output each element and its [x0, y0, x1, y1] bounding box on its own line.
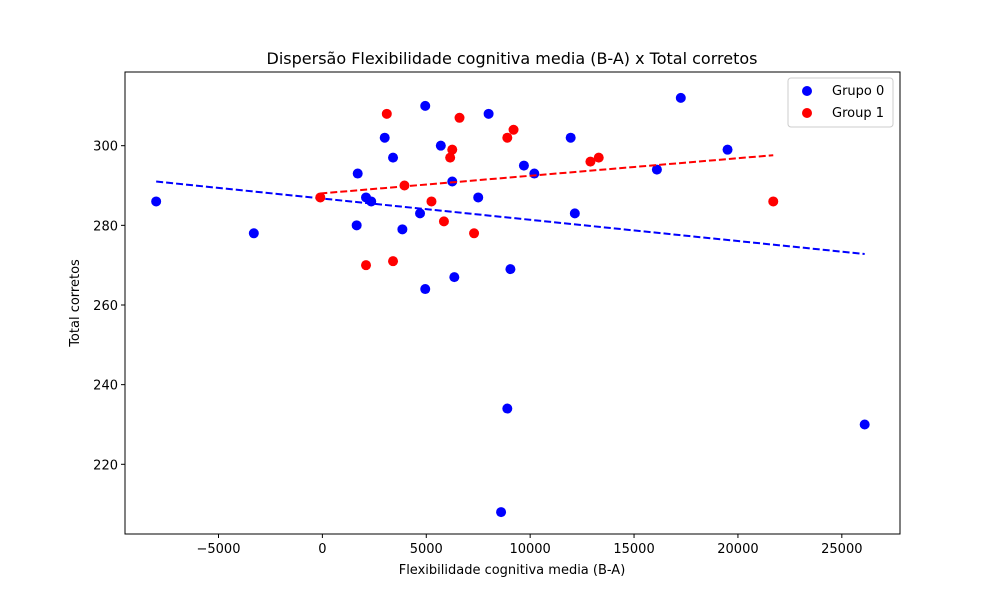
data-point — [420, 284, 431, 295]
trend-line-group-1 — [320, 154, 774, 195]
x-tick-label: 10000 — [509, 542, 550, 557]
data-point — [447, 144, 458, 155]
y-tick-label: 220 — [93, 458, 118, 473]
data-point — [675, 92, 686, 103]
y-tick-label: 300 — [93, 140, 118, 155]
data-point — [435, 140, 446, 151]
legend-box — [787, 77, 894, 128]
x-axis: −5000 0 5000 10000 15000 20000 25000 — [197, 534, 863, 557]
chart-title: Dispersão Flexibilidade cognitiva media … — [267, 49, 758, 68]
data-point — [351, 220, 362, 231]
data-point — [505, 264, 516, 275]
data-point — [438, 216, 449, 227]
data-point — [651, 164, 662, 175]
data-point — [379, 132, 390, 143]
y-axis: 220 240 260 280 300 — [93, 140, 125, 473]
data-point — [483, 108, 494, 119]
axes-frame — [124, 71, 901, 535]
legend: Grupo 0 Group 1 — [787, 77, 894, 128]
data-point — [445, 152, 456, 163]
x-tick-label: −5000 — [197, 542, 241, 557]
data-point — [502, 403, 513, 414]
data-point — [248, 228, 259, 239]
data-point — [496, 507, 507, 518]
trend-line-grupo-0 — [156, 180, 865, 256]
x-tick-label: 15000 — [613, 542, 654, 557]
series-grupo-0 — [151, 92, 870, 518]
data-point — [469, 228, 480, 239]
x-tick-label: 0 — [318, 542, 326, 557]
data-point — [593, 152, 604, 163]
series-group-1 — [315, 108, 779, 271]
data-point — [420, 100, 431, 111]
data-point — [529, 168, 540, 179]
data-point — [388, 152, 399, 163]
data-point — [859, 419, 870, 430]
data-point — [722, 144, 733, 155]
data-point — [454, 112, 465, 123]
x-tick-label: 5000 — [410, 542, 443, 557]
x-axis-label: Flexibilidade cognitiva media (B-A) — [399, 563, 626, 578]
data-point — [518, 160, 529, 171]
y-tick-label: 280 — [93, 219, 118, 234]
data-point — [361, 260, 372, 271]
x-tick-label: 25000 — [821, 542, 862, 557]
data-point — [151, 196, 162, 207]
legend-marker-group-1 — [802, 108, 812, 118]
data-point — [768, 196, 779, 207]
y-axis-label: Total corretos — [68, 259, 83, 348]
data-point — [565, 132, 576, 143]
data-point — [569, 208, 580, 219]
x-tick-label: 20000 — [717, 542, 758, 557]
data-point — [388, 256, 399, 267]
y-tick-label: 260 — [93, 299, 118, 314]
data-point — [381, 108, 392, 119]
data-point — [397, 224, 408, 235]
data-point — [415, 208, 426, 219]
legend-label-grupo-0: Grupo 0 — [832, 84, 884, 99]
data-point — [473, 192, 484, 203]
data-point — [508, 124, 519, 135]
data-point — [502, 132, 513, 143]
legend-label-group-1: Group 1 — [832, 106, 884, 121]
legend-marker-grupo-0 — [802, 86, 812, 96]
data-point — [352, 168, 363, 179]
plot-area — [151, 92, 870, 518]
data-point — [426, 196, 437, 207]
data-point — [585, 156, 596, 167]
data-point — [366, 196, 377, 207]
data-point — [449, 272, 460, 283]
y-tick-label: 240 — [93, 379, 118, 394]
data-point — [315, 192, 326, 203]
